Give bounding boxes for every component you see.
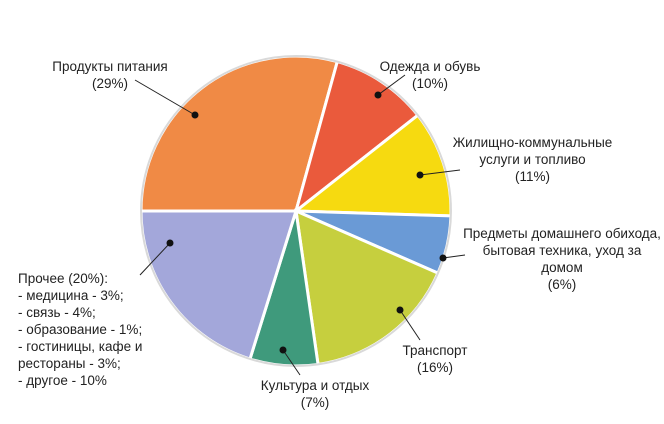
leader-line: [134, 79, 196, 116]
pie-slice: [294, 208, 440, 367]
slice-label: Транспорт (16%): [385, 342, 485, 376]
pie-slice: [293, 59, 420, 216]
pie-shade: [140, 55, 452, 367]
value-label: (11%): [514, 169, 550, 184]
slice-label: Предметы домашнего обихода, бытовая техн…: [462, 225, 662, 293]
slice-label: Продукты питания (29%): [20, 58, 200, 92]
slice-label: Культура и отдых (7%): [250, 377, 380, 411]
category-label: Одежда и обувь: [379, 59, 481, 74]
category-label: Предметы домашнего обихода, бытовая техн…: [463, 226, 661, 275]
leader-line: [399, 309, 421, 341]
annotation: - гостиницы, кафе и рестораны - 3%;: [18, 339, 143, 371]
value-label: (16%): [416, 360, 453, 375]
annotation: - образование - 1%;: [18, 322, 143, 337]
leader-line: [139, 242, 171, 276]
leader-line: [377, 74, 406, 96]
pie-slice: [139, 54, 340, 213]
value-label: (10%): [411, 76, 448, 91]
value-label: (20%):: [68, 271, 109, 286]
category-label: Продукты питания: [52, 59, 168, 74]
leader-line: [419, 169, 461, 176]
slice-label: Жилищно-коммунальные услуги и топливо (11…: [440, 134, 625, 185]
leader-dot: [374, 91, 382, 99]
category-label: Транспорт: [402, 343, 468, 358]
label-line: Прочее (20%):: [18, 270, 218, 287]
value-label: (6%): [547, 277, 577, 292]
category-label: Жилищно-коммунальные услуги и топливо: [452, 135, 613, 167]
annotation: - медицина - 3%;: [18, 288, 124, 303]
slice-label: Прочее (20%): - медицина - 3%; - связь - 4…: [18, 270, 218, 389]
leader-dot: [396, 306, 404, 314]
leader-dot: [416, 171, 424, 179]
leader-dot: [439, 254, 447, 262]
leader-line: [282, 349, 301, 376]
leader-dot: [279, 346, 287, 354]
annotation: - связь - 4%;: [18, 305, 96, 320]
slice-label: Одежда и обувь (10%): [360, 58, 500, 92]
category-label: Культура и отдых: [260, 378, 370, 393]
category-label: Прочее: [18, 271, 65, 286]
value-label: (7%): [300, 395, 330, 410]
pie-slice: [139, 209, 299, 361]
annotation: - другое - 10%: [18, 373, 107, 388]
leader-line: [442, 254, 466, 259]
pie-slice: [291, 113, 453, 218]
leader-dot: [166, 239, 174, 247]
leader-dot: [191, 111, 199, 119]
value-label: (29%): [91, 76, 128, 91]
